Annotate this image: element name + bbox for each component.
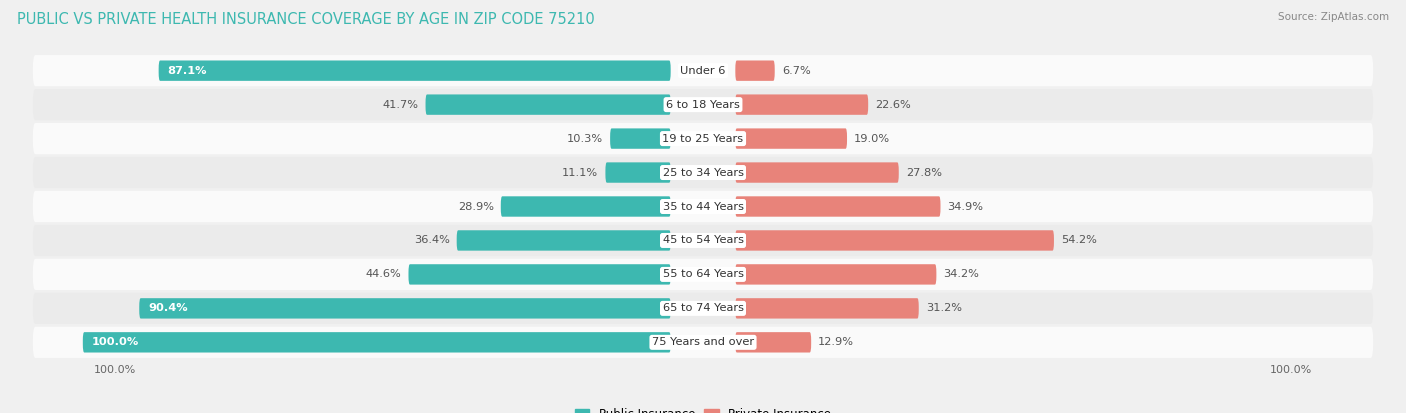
Text: 34.9%: 34.9%: [948, 202, 984, 211]
Text: 27.8%: 27.8%: [905, 168, 942, 178]
Text: 45 to 54 Years: 45 to 54 Years: [662, 235, 744, 245]
FancyBboxPatch shape: [606, 162, 671, 183]
Text: 90.4%: 90.4%: [148, 304, 187, 313]
Text: 54.2%: 54.2%: [1062, 235, 1097, 245]
FancyBboxPatch shape: [735, 60, 775, 81]
Text: 22.6%: 22.6%: [876, 100, 911, 109]
FancyBboxPatch shape: [139, 298, 671, 318]
Text: 36.4%: 36.4%: [413, 235, 450, 245]
Text: 35 to 44 Years: 35 to 44 Years: [662, 202, 744, 211]
Text: 65 to 74 Years: 65 to 74 Years: [662, 304, 744, 313]
FancyBboxPatch shape: [735, 332, 811, 353]
FancyBboxPatch shape: [426, 95, 671, 115]
Text: 19.0%: 19.0%: [853, 133, 890, 144]
Text: 34.2%: 34.2%: [943, 269, 980, 280]
FancyBboxPatch shape: [159, 60, 671, 81]
FancyBboxPatch shape: [32, 293, 1374, 324]
FancyBboxPatch shape: [32, 89, 1374, 120]
Legend: Public Insurance, Private Insurance: Public Insurance, Private Insurance: [575, 408, 831, 413]
FancyBboxPatch shape: [735, 95, 868, 115]
Text: 12.9%: 12.9%: [818, 337, 855, 347]
Text: 10.3%: 10.3%: [567, 133, 603, 144]
FancyBboxPatch shape: [735, 162, 898, 183]
Text: 6 to 18 Years: 6 to 18 Years: [666, 100, 740, 109]
FancyBboxPatch shape: [735, 298, 918, 318]
Text: PUBLIC VS PRIVATE HEALTH INSURANCE COVERAGE BY AGE IN ZIP CODE 75210: PUBLIC VS PRIVATE HEALTH INSURANCE COVER…: [17, 12, 595, 27]
Text: 87.1%: 87.1%: [167, 66, 207, 76]
Text: 11.1%: 11.1%: [562, 168, 599, 178]
Text: 28.9%: 28.9%: [458, 202, 494, 211]
FancyBboxPatch shape: [610, 128, 671, 149]
FancyBboxPatch shape: [735, 230, 1054, 251]
FancyBboxPatch shape: [32, 225, 1374, 256]
FancyBboxPatch shape: [501, 196, 671, 217]
FancyBboxPatch shape: [32, 259, 1374, 290]
Text: 31.2%: 31.2%: [925, 304, 962, 313]
FancyBboxPatch shape: [32, 55, 1374, 86]
FancyBboxPatch shape: [457, 230, 671, 251]
Text: 19 to 25 Years: 19 to 25 Years: [662, 133, 744, 144]
FancyBboxPatch shape: [32, 191, 1374, 222]
Text: Under 6: Under 6: [681, 66, 725, 76]
Text: 41.7%: 41.7%: [382, 100, 419, 109]
Text: 6.7%: 6.7%: [782, 66, 810, 76]
Text: 44.6%: 44.6%: [366, 269, 402, 280]
Text: 100.0%: 100.0%: [91, 337, 139, 347]
FancyBboxPatch shape: [735, 128, 846, 149]
Text: Source: ZipAtlas.com: Source: ZipAtlas.com: [1278, 12, 1389, 22]
FancyBboxPatch shape: [32, 123, 1374, 154]
Text: 25 to 34 Years: 25 to 34 Years: [662, 168, 744, 178]
FancyBboxPatch shape: [735, 196, 941, 217]
FancyBboxPatch shape: [409, 264, 671, 285]
FancyBboxPatch shape: [735, 264, 936, 285]
Text: 75 Years and over: 75 Years and over: [652, 337, 754, 347]
FancyBboxPatch shape: [32, 327, 1374, 358]
FancyBboxPatch shape: [83, 332, 671, 353]
FancyBboxPatch shape: [32, 157, 1374, 188]
Text: 55 to 64 Years: 55 to 64 Years: [662, 269, 744, 280]
